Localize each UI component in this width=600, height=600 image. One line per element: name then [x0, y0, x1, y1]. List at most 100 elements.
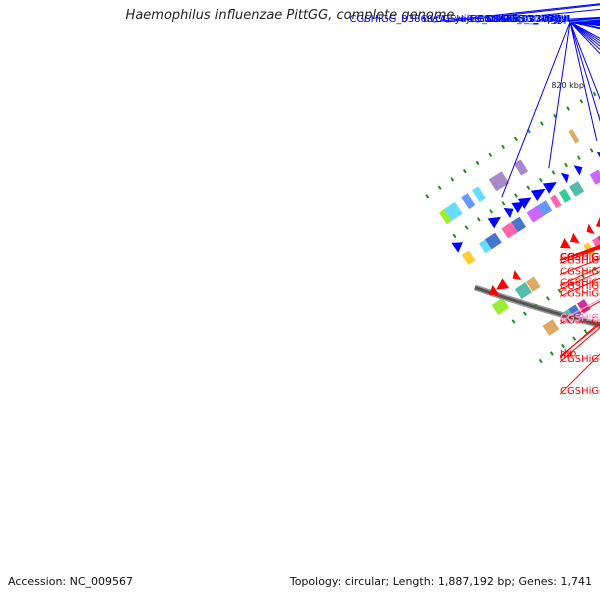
tick-dot — [538, 177, 543, 183]
minus-strand-gene-arrow — [496, 278, 510, 290]
minus-strand-gene-arrow — [512, 270, 522, 281]
tick-dot — [522, 311, 527, 316]
minus-strand-gene-arrow — [488, 284, 500, 295]
gene-label: CGSHiGG_t10411 — [560, 313, 600, 324]
tick-dot — [476, 217, 481, 222]
gene-label: CGSHiGG_t10409 — [482, 14, 570, 25]
gene-label: gltX — [550, 14, 570, 25]
gene-label: CGSHiGG_03985 — [486, 14, 570, 25]
plus-strand-gene-arrow — [511, 201, 525, 214]
outer-gene-block — [558, 188, 572, 203]
minus-strand-gene-arrow — [569, 232, 580, 244]
gene-label: CGSHiGG_04090 — [560, 252, 600, 263]
tick-dot — [576, 155, 581, 160]
gene-label: CGSHiGG_03925 — [486, 14, 570, 25]
tick-dot — [511, 319, 516, 324]
inner-gene-block — [491, 297, 510, 315]
gene-label: djlA — [551, 14, 570, 25]
tick-dot — [462, 168, 467, 174]
label-leader-line — [548, 21, 571, 169]
label-leader-line — [569, 21, 600, 55]
tick-dot — [583, 329, 588, 334]
tick-dot — [514, 136, 518, 142]
outer-gene-block — [501, 221, 518, 239]
accession-text: Accession: NC_009567 — [8, 575, 134, 588]
label-leader-line — [501, 21, 571, 198]
label-leader-line — [569, 21, 600, 47]
label-leader-line — [569, 21, 600, 44]
gene-label: CGSHiGG_03745 — [470, 14, 554, 25]
tick-dot — [569, 281, 574, 286]
plus-strand-gene-arrow — [596, 151, 600, 158]
gene-label: CGSHiGG_04080 — [486, 14, 570, 25]
tick-dot — [561, 343, 565, 349]
gene-label: CGSHiGG_03915 — [560, 252, 600, 263]
outer-gene-block — [478, 239, 492, 254]
gene-label: CGSHiGG_r10341 — [482, 14, 570, 25]
gene-label: CGSHiGG_03920 — [486, 14, 570, 25]
gene-label: CGSHiGG_03685 — [435, 14, 519, 25]
gene-label: CGSHiGG_03805 — [486, 14, 570, 25]
gene-label: CGSHiGG_03820 — [560, 252, 600, 263]
gene-label: CGSHiGG_04210 — [486, 14, 570, 25]
gene-label: CGSHiGG_t10407 — [482, 14, 570, 25]
outer-gene-block — [526, 205, 544, 223]
gene-label: pyrE — [547, 14, 570, 25]
gene-label: CGSHiGG_04225 — [560, 316, 600, 327]
tick-dot — [538, 358, 543, 364]
minus-strand-gene-arrow — [595, 217, 600, 227]
inner-gene-block — [514, 282, 532, 300]
tick-dot — [489, 209, 494, 214]
tick-dot — [425, 194, 430, 199]
gene-label-leaders — [433, 3, 600, 395]
plus-strand-gene-arrow — [503, 207, 514, 219]
tick-dot — [488, 152, 493, 158]
gene-label: CGSHiGG_04100 — [560, 266, 600, 277]
tick-dot — [594, 321, 599, 327]
tick-dot — [534, 303, 539, 309]
gene-label: CGSHiGG_04000 — [486, 14, 570, 25]
tick-dot — [513, 193, 518, 198]
tick-dot — [572, 336, 577, 341]
gene-label: rho — [560, 348, 576, 359]
inner-gene-block — [525, 276, 541, 292]
gene-label: CGSHiGG_03990 — [486, 14, 570, 25]
gene-label: CGSHiGG_03725 — [486, 14, 570, 25]
tick-dot — [564, 162, 568, 168]
gene-label: CGSHiGG_03975 — [560, 252, 600, 263]
plus-strand-gene-arrow — [517, 197, 532, 210]
gene-label: CGSHiGG_04220 — [560, 252, 600, 263]
gene-label: CGSHiGG_03800 — [560, 252, 600, 263]
plus-strand-gene-arrow — [560, 172, 569, 184]
gene-label: bcp — [552, 14, 570, 25]
outer-composition-block — [568, 129, 580, 144]
gene-label: CGSHiGG_04050 — [486, 14, 570, 25]
gene-label: CGSHiGG_03860 — [350, 14, 434, 25]
outer-composition-block — [438, 209, 452, 225]
label-leader-line — [569, 21, 600, 42]
tick-dot — [501, 201, 506, 206]
gene-label: CGSHiGG_03885 — [560, 252, 600, 263]
label-leader-line — [559, 246, 600, 261]
gene-label: CGSHiGG_04060 — [560, 252, 600, 263]
tick-dot — [589, 148, 594, 153]
label-leader-line — [569, 21, 600, 101]
gene-label: CGSHiGG_04095 — [560, 252, 600, 263]
tick-dot — [540, 121, 544, 126]
gene-label: CGSHiGG_04140 — [560, 281, 600, 292]
gene-label: CGSHiGG_03955 — [486, 14, 570, 25]
label-leader-line — [559, 321, 600, 358]
gene-label: CGSHiGG_03935 — [486, 14, 570, 25]
gene-label: CGSHiGG_04215 — [486, 14, 570, 25]
gene-label: rph — [553, 14, 570, 25]
minus-strand-gene-arrow — [586, 223, 595, 235]
gene-label: CGSHiGG_03995 — [486, 14, 570, 25]
gene-label: CGSHiGG_04320 — [560, 354, 600, 365]
plus-strand-gene-arrow — [487, 216, 501, 229]
tick-dot — [549, 351, 554, 356]
gene-label: CGSHiGG_03930 — [486, 14, 570, 25]
tick-dot — [526, 185, 531, 190]
label-leader-line — [569, 21, 600, 39]
label-leader-line — [559, 326, 600, 363]
